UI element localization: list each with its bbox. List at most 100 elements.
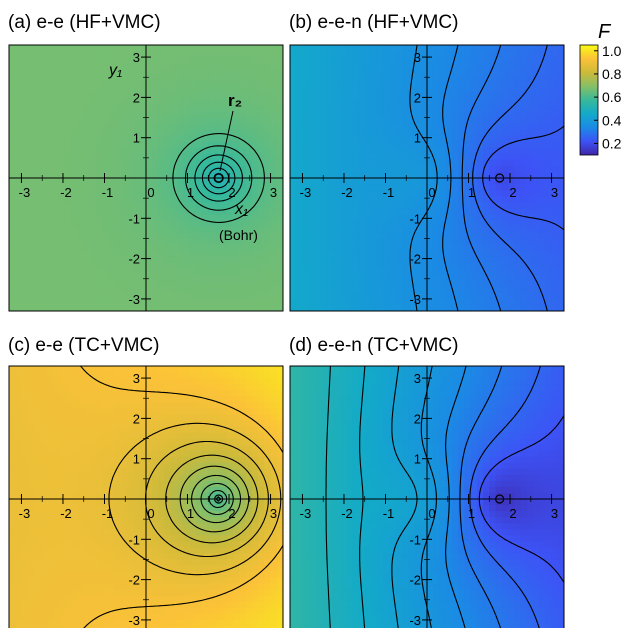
heatmap-cell [114, 535, 122, 542]
heatmap-cell [408, 171, 416, 179]
heatmap-cell [189, 147, 197, 155]
heatmap-cell [146, 117, 153, 125]
heatmap-cell [495, 63, 503, 70]
heatmap-cell [514, 220, 522, 227]
heatmap-cell [121, 607, 128, 615]
heatmap-cell [290, 178, 297, 185]
heatmap-cell [102, 57, 110, 64]
heatmap-cell [364, 99, 372, 107]
heatmap-cell [21, 202, 29, 209]
heatmap-cell [520, 244, 528, 252]
heatmap-cell [183, 298, 191, 306]
heatmap-cell [352, 141, 360, 149]
heatmap-cell [220, 220, 228, 227]
heatmap-cell [27, 244, 35, 252]
heatmap-cell [439, 75, 447, 82]
heatmap-cell [489, 129, 497, 137]
heatmap-cell [476, 81, 484, 88]
heatmap-cell [65, 214, 72, 221]
heatmap-cell [127, 159, 135, 167]
heatmap-cell [545, 178, 553, 185]
heatmap-cell [302, 45, 310, 52]
heatmap-cell [96, 372, 104, 379]
heatmap-cell [551, 141, 559, 149]
heatmap-cell [358, 220, 366, 227]
heatmap-cell [451, 105, 459, 113]
heatmap-cell [414, 292, 422, 300]
heatmap-cell [364, 117, 372, 125]
heatmap-cell [15, 625, 23, 628]
heatmap-cell [476, 214, 484, 221]
heatmap-cell [420, 208, 428, 215]
heatmap-cell [245, 226, 253, 234]
heatmap-cell [402, 159, 409, 167]
heatmap-cell [164, 141, 172, 149]
heatmap-cell [383, 123, 391, 131]
heatmap-cell [89, 105, 97, 113]
heatmap-cell [358, 57, 366, 64]
heatmap-cell [15, 45, 23, 52]
heatmap-cell [239, 57, 247, 64]
heatmap-cell [52, 69, 60, 76]
heatmap-cell [65, 196, 72, 203]
heatmap-cell [383, 256, 391, 264]
heatmap-cell [333, 51, 341, 58]
heatmap-cell [251, 292, 259, 300]
heatmap-cell [133, 214, 141, 221]
heatmap-cell [383, 111, 391, 119]
heatmap-cell [327, 171, 335, 179]
heatmap-cell [21, 396, 29, 403]
heatmap-cell [146, 171, 153, 179]
heatmap-cell [46, 577, 54, 585]
heatmap-cell [133, 438, 141, 446]
heatmap-cell [220, 256, 228, 264]
heatmap-cell [139, 51, 147, 58]
heatmap-cell [333, 214, 341, 221]
heatmap-cell [358, 274, 366, 282]
heatmap-cell [102, 384, 110, 391]
heatmap-cell [476, 153, 484, 161]
heatmap-cell [451, 202, 459, 209]
heatmap-cell [65, 147, 72, 155]
heatmap-cell [58, 432, 66, 440]
heatmap-cell [139, 462, 147, 470]
heatmap-cell [470, 298, 478, 306]
heatmap-cell [127, 535, 135, 542]
heatmap-cell [96, 402, 104, 409]
heatmap-cell [46, 547, 54, 555]
heatmap-cell [139, 184, 147, 191]
heatmap-cell [27, 607, 35, 615]
heatmap-cell [389, 256, 397, 264]
heatmap-cell [358, 147, 366, 155]
heatmap-cell [233, 220, 241, 227]
heatmap-cell [77, 268, 85, 276]
heatmap-cell [251, 220, 259, 227]
heatmap-cell [464, 274, 472, 282]
heatmap-cell [389, 226, 397, 234]
heatmap-cell [402, 123, 409, 131]
heatmap-cell [114, 432, 122, 440]
heatmap-cell [489, 159, 497, 167]
heatmap-cell [352, 280, 360, 288]
heatmap-cell [183, 202, 191, 209]
heatmap-cell [9, 474, 16, 482]
heatmap-cell [395, 153, 403, 161]
heatmap-cell [89, 87, 97, 94]
heatmap-cell [427, 280, 434, 288]
heatmap-cell [77, 280, 85, 288]
heatmap-cell [164, 159, 172, 167]
heatmap-cell [427, 256, 434, 264]
heatmap-cell [296, 274, 304, 282]
heatmap-cell [308, 268, 316, 276]
heatmap-cell [9, 414, 16, 422]
heatmap-cell [9, 165, 16, 173]
heatmap-cell [15, 250, 23, 258]
heatmap-cell [451, 184, 459, 191]
heatmap-cell [21, 408, 29, 415]
heatmap-cell [346, 135, 353, 143]
heatmap-cell [270, 262, 278, 270]
heatmap-cell [264, 238, 272, 246]
heatmap-cell [433, 141, 441, 149]
heatmap-cell [251, 141, 259, 149]
heatmap-cell [296, 129, 304, 137]
